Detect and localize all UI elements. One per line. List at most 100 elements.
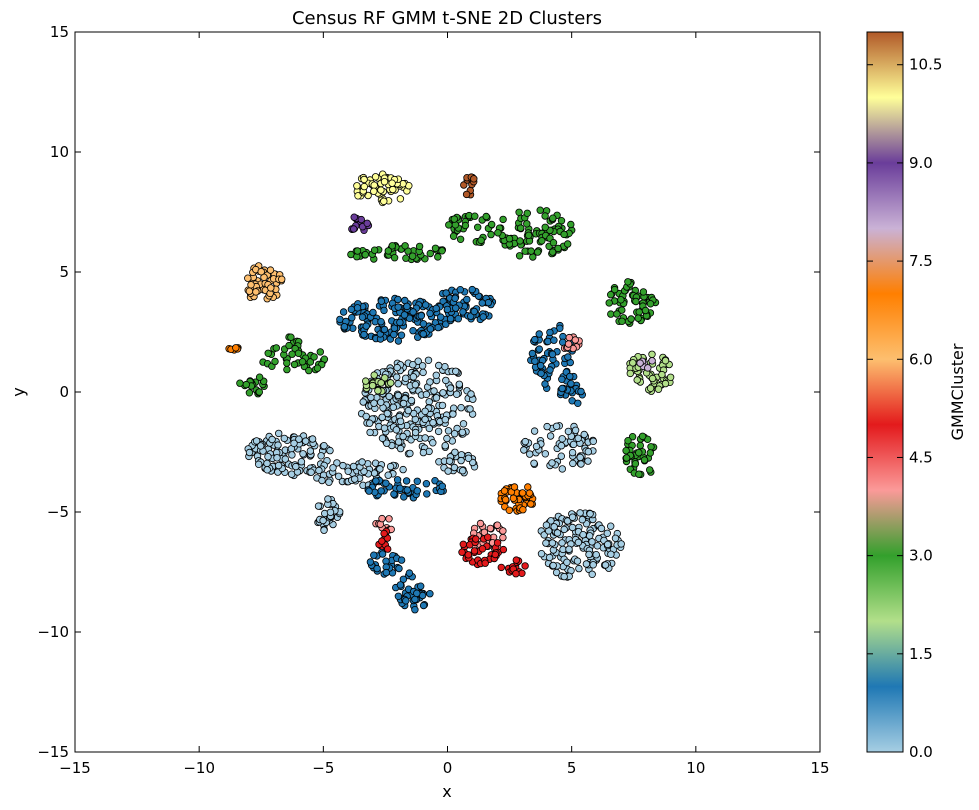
data-point [499, 545, 508, 554]
data-point [367, 393, 375, 402]
data-point [607, 550, 615, 558]
points-layer [225, 170, 675, 614]
data-point [385, 392, 393, 401]
data-point [482, 212, 490, 221]
data-point [397, 556, 406, 564]
data-point [403, 486, 411, 494]
data-point [467, 390, 475, 398]
data-point [394, 380, 402, 388]
data-point [324, 495, 332, 503]
data-point [361, 250, 369, 259]
data-point [411, 606, 419, 614]
data-point [442, 289, 450, 297]
data-point [464, 454, 473, 462]
data-point [470, 547, 479, 555]
data-point [474, 223, 482, 231]
data-point [454, 315, 462, 323]
data-point [351, 475, 359, 483]
data-point [419, 320, 428, 328]
data-point [378, 434, 387, 442]
data-point [443, 305, 452, 314]
data-point [421, 415, 429, 424]
data-point [484, 298, 493, 307]
data-point [626, 369, 634, 378]
data-point [326, 508, 335, 516]
data-point [257, 268, 265, 276]
data-point [607, 310, 615, 318]
data-point [470, 175, 478, 183]
data-point [452, 367, 460, 375]
data-point [661, 357, 670, 365]
data-point [558, 435, 566, 443]
data-point [396, 444, 405, 453]
data-point [557, 216, 566, 225]
data-point [546, 432, 555, 440]
data-point [501, 496, 510, 504]
data-point [399, 432, 407, 441]
data-point [424, 356, 433, 364]
data-point [370, 246, 379, 254]
data-point [399, 575, 408, 583]
data-point [527, 247, 535, 255]
data-point [547, 517, 555, 525]
data-point [565, 333, 573, 342]
data-point [472, 535, 480, 543]
data-point [441, 416, 449, 424]
data-point [548, 459, 556, 467]
data-point [399, 465, 407, 474]
data-point [350, 213, 358, 221]
data-point [593, 542, 602, 550]
data-point [411, 595, 419, 604]
data-point [635, 449, 643, 457]
data-point [518, 569, 526, 577]
data-point [368, 381, 377, 390]
data-point [381, 374, 389, 382]
x-axis: −15 −10 −5 0 5 10 15 [59, 32, 830, 777]
data-point [563, 517, 572, 525]
data-point [585, 550, 593, 559]
data-point [531, 357, 539, 365]
data-point [378, 514, 386, 523]
data-point [512, 570, 520, 578]
data-point [557, 452, 565, 460]
colorbar-label: GMMCluster [948, 343, 967, 440]
data-point [402, 374, 410, 382]
colorbar-ticks: 0.0 1.5 3.0 4.5 6.0 7.5 9.0 10.5 [867, 56, 942, 761]
data-point [388, 179, 396, 187]
data-point [426, 325, 435, 333]
data-point [517, 224, 525, 232]
data-point [579, 531, 587, 539]
data-point [462, 190, 471, 199]
data-point [358, 458, 366, 466]
data-point [525, 231, 533, 239]
data-point [384, 545, 392, 553]
data-point [618, 306, 626, 314]
data-point [377, 379, 385, 387]
data-point [377, 318, 385, 326]
data-point [339, 461, 347, 470]
data-point [470, 307, 478, 316]
data-point [569, 459, 577, 468]
data-point [493, 539, 502, 547]
data-point [394, 295, 402, 304]
data-point [624, 437, 632, 445]
data-point [362, 412, 370, 421]
data-point [380, 306, 388, 315]
data-point [360, 330, 368, 339]
data-point [344, 467, 352, 475]
data-point [604, 540, 612, 549]
data-point [456, 235, 465, 243]
data-point [281, 455, 289, 463]
data-point [295, 435, 303, 443]
x-tick-label: −5 [312, 759, 334, 777]
data-point [396, 195, 405, 203]
data-point [353, 182, 361, 190]
data-point [571, 426, 580, 434]
data-point [299, 450, 307, 458]
data-point [644, 364, 652, 372]
data-point [548, 248, 557, 256]
data-point [646, 466, 654, 474]
data-point [638, 432, 647, 440]
data-point [305, 366, 313, 375]
